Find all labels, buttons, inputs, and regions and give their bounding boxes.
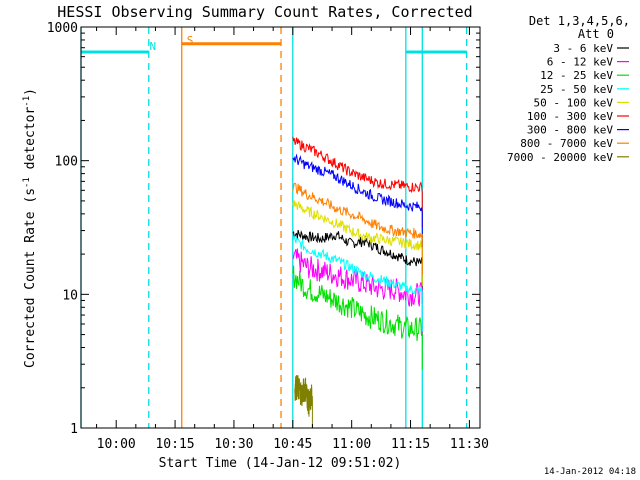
series-line-4 [292, 200, 423, 287]
legend-detectors-line1: Det 1,3,4,5,6, [529, 14, 630, 28]
x-tick-label-6: 11:30 [450, 437, 489, 452]
series-line-6 [292, 153, 423, 248]
legend-label-1: 6 - 12 keV [547, 56, 614, 69]
legend-label-4: 50 - 100 keV [534, 96, 614, 109]
legend-label-7: 800 - 7000 keV [520, 137, 613, 150]
plot-frame [80, 26, 481, 429]
series-line-1 [292, 248, 423, 335]
x-tick-label-5: 11:15 [391, 437, 430, 452]
marker-n: N [149, 40, 156, 53]
series-line-3 [292, 234, 423, 332]
y-tick-label-2: 100 [55, 155, 78, 170]
footer-date: 14-Jan-2012 04:18 [544, 467, 636, 477]
x-axis-label: Start Time (14-Jan-12 09:51:02) [159, 456, 402, 471]
x-tick-label-4: 11:00 [332, 437, 371, 452]
series-line-0 [292, 229, 423, 304]
chart-title: HESSI Observing Summary Count Rates, Cor… [57, 3, 472, 21]
series-line-8 [294, 375, 313, 428]
series-line-2 [292, 265, 423, 370]
marker-s: S [187, 34, 194, 47]
legend-label-8: 7000 - 20000 keV [507, 151, 613, 164]
y-axis-label: Corrected Count Rate (s-1 detector-1) [22, 88, 38, 368]
legend-detectors-line2: Att 0 [578, 27, 614, 41]
y-tick-label-0: 1 [70, 422, 78, 437]
legend-label-0: 3 - 6 keV [553, 42, 613, 55]
y-tick-label-3: 1000 [47, 21, 78, 36]
x-tick-label-1: 10:15 [155, 437, 194, 452]
series-line-5 [292, 136, 423, 228]
x-tick-label-2: 10:30 [214, 437, 253, 452]
legend-label-3: 25 - 50 keV [540, 83, 613, 96]
y-tick-label-1: 10 [62, 288, 78, 303]
legend-label-5: 100 - 300 keV [527, 110, 613, 123]
legend-label-2: 12 - 25 keV [540, 69, 613, 82]
x-tick-label-0: 10:00 [97, 437, 136, 452]
series-line-7 [292, 182, 423, 275]
x-tick-label-3: 10:45 [273, 437, 312, 452]
legend-label-6: 300 - 800 keV [527, 124, 613, 137]
